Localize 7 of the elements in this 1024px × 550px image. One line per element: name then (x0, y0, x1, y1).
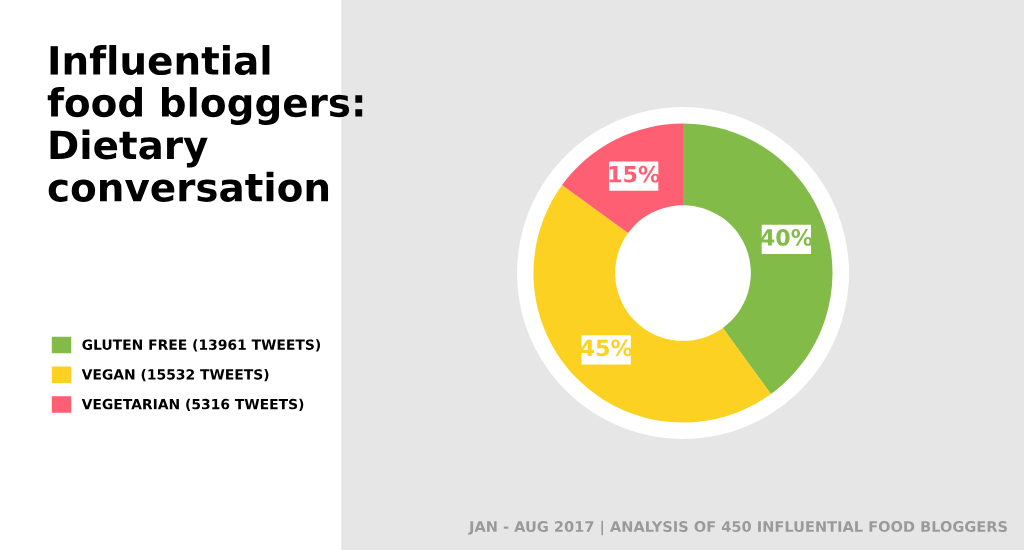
text: JAN - AUG 2017 | ANALYSIS OF 450 INFLUENTIAL FOOD BLOGGERS (468, 520, 1007, 536)
legend-label: VEGETARIAN (5316 TWEETS) (81, 398, 304, 411)
donut-slice (683, 123, 833, 394)
legend-label: GLUTEN FREE (13961 TWEETS) (82, 339, 321, 352)
data-label: 45% (580, 339, 633, 357)
chart-title: Influential food bloggers: Dietary conversation (47, 45, 363, 202)
legend-label: VEGAN (15532 TWEETS) (81, 368, 269, 382)
